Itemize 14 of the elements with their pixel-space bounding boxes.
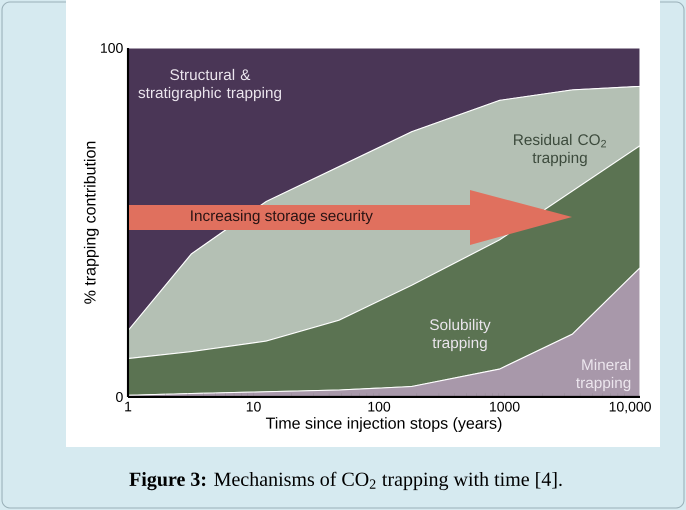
x-tick-label: 10 [246,402,261,412]
y-axis-title: % trapping contribution [84,142,99,304]
x-tick-label: 10,000 [610,402,651,414]
y-tick-label: 0 [116,392,123,402]
x-axis-title: Time since injection stops (years) [266,417,502,432]
x-tick-label: 1000 [490,402,520,412]
series-label: Structural & stratigraphic trapping [138,68,281,102]
annotation: Increasing storage security [191,210,373,224]
series-label: Solubility trapping [430,318,491,352]
series-label: Mineral trapping [576,358,630,392]
text: Figure 3: Mechanisms of CO$_{2}$ trapping with time [4]. [129,472,562,490]
x-tick-label: 1 [125,402,132,412]
text: Residual CO$_{2}$ trapping [514,134,606,166]
x-tick-label: 100 [368,402,390,412]
